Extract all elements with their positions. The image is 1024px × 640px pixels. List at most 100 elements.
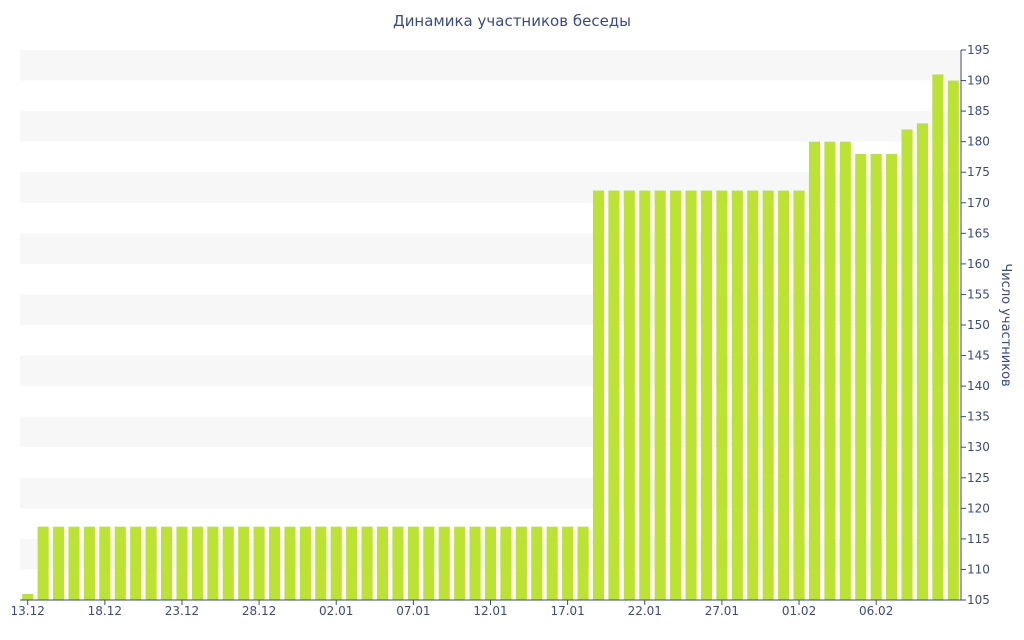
bar	[670, 190, 682, 601]
y-tick-label: 195	[967, 43, 990, 57]
bar	[191, 526, 203, 600]
y-tick-label: 120	[967, 501, 990, 515]
x-tick-label: 06.02	[859, 604, 893, 618]
bar	[37, 526, 49, 600]
bar	[53, 526, 65, 600]
x-tick-label: 23.12	[165, 604, 199, 618]
bar	[299, 526, 311, 600]
bar	[222, 526, 234, 600]
y-axis-title: Число участников	[998, 263, 1013, 386]
grid-band	[20, 50, 961, 81]
x-tick-label: 07.01	[396, 604, 430, 618]
bar	[484, 526, 497, 600]
bar	[423, 526, 435, 600]
x-tick-label: 12.01	[473, 604, 507, 618]
bar	[238, 526, 250, 600]
bar	[932, 74, 944, 600]
bar	[500, 526, 512, 600]
y-tick-label: 110	[967, 562, 990, 576]
bar	[68, 526, 80, 600]
x-tick-label: 22.01	[628, 604, 662, 618]
y-tick-label: 125	[967, 471, 990, 485]
bar	[916, 123, 928, 600]
bar	[654, 190, 666, 601]
bar	[160, 526, 173, 600]
bar	[83, 526, 95, 600]
bar	[562, 526, 574, 600]
grid-band	[20, 111, 961, 142]
bar	[747, 190, 759, 601]
y-tick-label: 155	[967, 287, 990, 301]
bar	[438, 526, 450, 600]
bar	[114, 526, 126, 600]
bar	[947, 80, 959, 601]
bar	[808, 141, 821, 600]
bar	[839, 141, 851, 600]
bar	[284, 526, 296, 600]
bar	[778, 190, 790, 601]
x-tick-label: 17.01	[550, 604, 584, 618]
y-tick-label: 145	[967, 349, 990, 363]
y-tick-label: 150	[967, 318, 990, 332]
bar	[731, 190, 743, 601]
bar	[608, 190, 620, 601]
y-tick-label: 105	[967, 593, 990, 607]
x-tick-label: 28.12	[242, 604, 276, 618]
bar	[22, 593, 34, 600]
y-tick-label: 135	[967, 410, 990, 424]
bar	[901, 129, 913, 600]
bar	[253, 526, 265, 600]
bar	[330, 526, 342, 600]
bar	[454, 526, 466, 600]
bar	[716, 190, 728, 601]
bar	[870, 153, 882, 600]
x-axis: 13.12 18.12 23.12 28.12 02.01 07.01 12.01 17.01…	[11, 599, 961, 618]
y-axis: 105 110 115 120 125 130 135 140 145 150 155 160 165 1…	[960, 43, 990, 607]
bar	[346, 526, 358, 600]
bar	[531, 526, 543, 600]
y-tick-label: 130	[967, 440, 990, 454]
bar	[855, 153, 867, 600]
x-tick-label: 13.12	[11, 604, 45, 618]
y-tick-label: 170	[967, 196, 990, 210]
bars	[22, 74, 959, 601]
bar	[469, 526, 481, 600]
bar	[886, 153, 898, 600]
y-tick-label: 175	[967, 165, 990, 179]
y-tick-label: 160	[967, 257, 990, 271]
bar	[824, 141, 836, 600]
bar	[407, 526, 419, 600]
x-tick-label: 18.12	[88, 604, 122, 618]
bar	[700, 190, 713, 601]
bar	[793, 190, 805, 601]
bar	[592, 190, 605, 601]
bar	[392, 526, 404, 600]
bar	[268, 526, 281, 600]
bar	[639, 190, 651, 601]
bar	[515, 526, 527, 600]
bar	[130, 526, 142, 600]
bar	[315, 526, 327, 600]
y-tick-label: 185	[967, 104, 990, 118]
bar	[207, 526, 219, 600]
chart-title: Динамика участников беседы	[392, 12, 632, 30]
bar	[577, 526, 589, 600]
y-tick-label: 165	[967, 226, 990, 240]
bar	[145, 526, 157, 600]
bar	[361, 526, 373, 600]
bar	[623, 190, 635, 601]
bar	[176, 526, 188, 600]
x-tick-label: 02.01	[319, 604, 353, 618]
bar	[99, 526, 111, 600]
y-tick-label: 140	[967, 379, 990, 393]
bar	[546, 526, 558, 600]
y-tick-label: 115	[967, 532, 990, 546]
bar	[685, 190, 697, 601]
y-tick-label: 190	[967, 74, 990, 88]
y-tick-label: 180	[967, 135, 990, 149]
x-tick-label: 27.01	[705, 604, 739, 618]
bar	[762, 190, 774, 601]
bar	[376, 526, 389, 600]
x-tick-label: 01.02	[782, 604, 816, 618]
